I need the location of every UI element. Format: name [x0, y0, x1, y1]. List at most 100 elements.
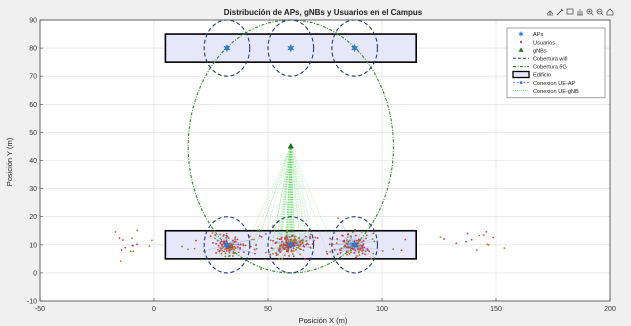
- user-point: [346, 253, 349, 256]
- user-point: [259, 235, 261, 237]
- user-point: [349, 246, 352, 249]
- user-point: [365, 237, 367, 240]
- user-point: [340, 247, 343, 250]
- user-point: [278, 238, 281, 241]
- user-point: [306, 230, 309, 232]
- user-point: [264, 251, 267, 254]
- user-point: [228, 249, 231, 252]
- ue-gnb-link: [290, 146, 328, 254]
- user-point: [364, 250, 367, 253]
- user-point: [151, 239, 153, 242]
- user-point: [404, 238, 407, 241]
- home-icon[interactable]: [606, 8, 614, 16]
- user-point: [292, 250, 295, 252]
- ue-gnb-link: [290, 146, 304, 246]
- user-point: [343, 245, 345, 248]
- user-point: [348, 252, 351, 255]
- user-point: [195, 239, 197, 242]
- user-point: [236, 246, 239, 248]
- user-point: [222, 246, 225, 249]
- ue-gnb-link: [276, 146, 291, 243]
- x-tick-label: 50: [264, 306, 272, 313]
- brush-icon[interactable]: [556, 8, 564, 16]
- user-point: [371, 238, 374, 240]
- user-point: [224, 255, 227, 258]
- user-point: [118, 236, 121, 239]
- ue-gnb-link: [284, 146, 291, 250]
- user-point: [345, 239, 348, 242]
- user-point: [242, 243, 244, 246]
- pan-icon[interactable]: [577, 9, 583, 16]
- user-point: [305, 235, 307, 238]
- user-point: [372, 252, 375, 255]
- user-point: [193, 247, 196, 250]
- user-point: [487, 243, 490, 246]
- zoom-in-icon[interactable]: [586, 8, 594, 16]
- export-glyph: [546, 10, 554, 16]
- user-point: [304, 258, 306, 260]
- user-point: [278, 246, 281, 248]
- user-point: [503, 247, 506, 250]
- user-point: [132, 250, 135, 253]
- user-point: [280, 236, 283, 239]
- x-tick-label: 0: [152, 306, 156, 313]
- user-point: [311, 243, 314, 245]
- user-point: [309, 237, 311, 240]
- user-point: [314, 236, 317, 239]
- user-point: [279, 251, 282, 254]
- zoom-in-plus: [588, 10, 594, 16]
- marker-layer: [223, 43, 359, 249]
- user-point: [230, 243, 233, 245]
- user-point: [300, 239, 303, 242]
- user-point: [470, 238, 473, 241]
- gnb-marker: [287, 142, 294, 149]
- user-point: [355, 234, 357, 237]
- zoom-out-icon[interactable]: [596, 8, 604, 16]
- user-point: [293, 241, 296, 244]
- ue-ap-link: [329, 244, 355, 245]
- user-point: [211, 232, 214, 234]
- user-point: [293, 235, 296, 238]
- zoom-out-minus: [598, 11, 604, 16]
- export-icon[interactable]: [546, 10, 554, 16]
- user-point: [346, 251, 349, 254]
- ue-ap-link: [203, 244, 228, 252]
- user-point: [297, 246, 300, 249]
- ue-gnb-link: [290, 146, 315, 241]
- user-point: [354, 228, 357, 231]
- chart-title: Distribución de APs, gNBs y Usuarios en …: [224, 8, 423, 17]
- user-point: [216, 248, 219, 251]
- user-point: [181, 245, 184, 248]
- axes-toolbar: [546, 8, 614, 16]
- user-point: [288, 241, 291, 244]
- y-tick-label: -10: [27, 299, 37, 306]
- user-point: [309, 233, 312, 236]
- user-point: [237, 243, 240, 246]
- user-point: [392, 248, 395, 251]
- user-point: [227, 237, 230, 239]
- user-point: [187, 248, 189, 251]
- data-tips-icon[interactable]: [566, 8, 574, 15]
- user-point: [233, 246, 236, 248]
- user-point: [439, 236, 442, 239]
- user-point: [219, 233, 221, 236]
- user-point: [260, 268, 263, 270]
- user-point: [226, 247, 229, 250]
- user-point: [231, 246, 233, 249]
- user-point: [221, 245, 223, 247]
- user-point: [357, 238, 360, 241]
- user-point: [287, 250, 290, 253]
- user-point: [253, 238, 255, 241]
- ue-gnb-link: [287, 146, 291, 245]
- user-point: [339, 248, 341, 251]
- user-point: [302, 242, 304, 245]
- ue-gnb-link: [290, 146, 308, 244]
- ue-gnb-link: [290, 146, 295, 246]
- user-point: [284, 237, 287, 240]
- user-point: [215, 242, 218, 245]
- user-point: [120, 249, 123, 251]
- user-point: [298, 245, 301, 248]
- user-point: [336, 238, 339, 240]
- user-point: [358, 248, 361, 250]
